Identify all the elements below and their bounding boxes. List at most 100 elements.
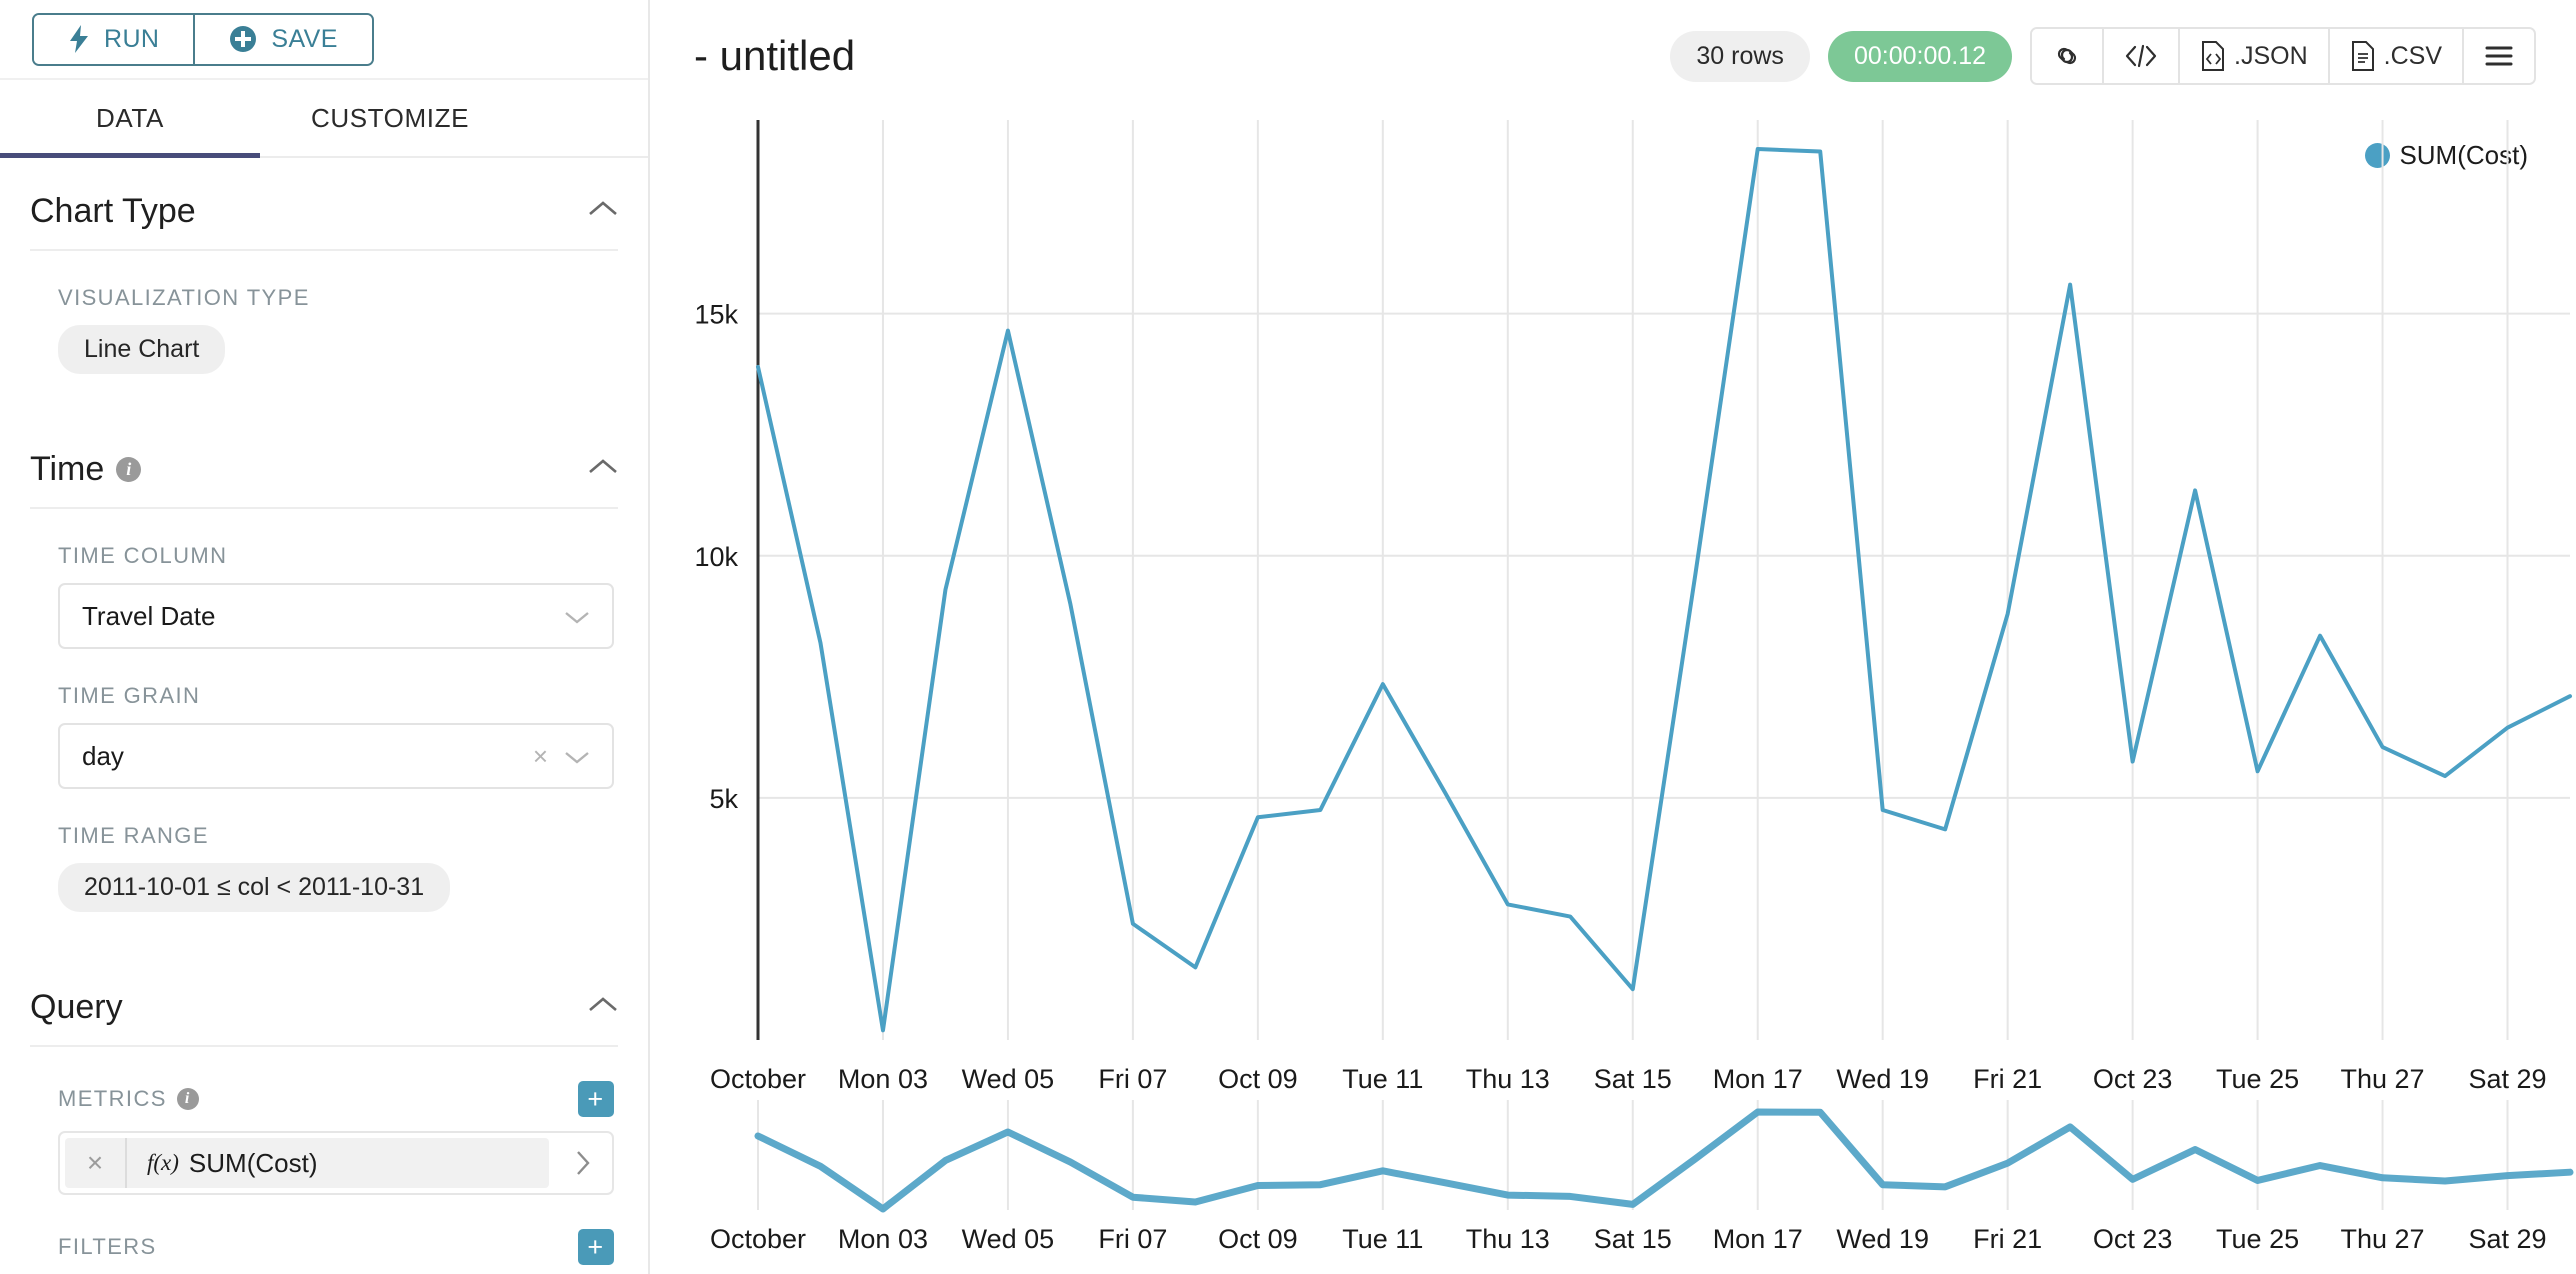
section-title-time: Time [30,450,105,488]
label-metrics: METRICS [58,1086,167,1111]
sidebar-tabs: DATA CUSTOMIZE [0,80,648,158]
function-icon: f(x) [147,1150,179,1175]
metric-label-wrap: f(x) SUM(Cost) [127,1148,317,1179]
series-line-sum-cost [756,147,2572,1033]
chevron-down-icon[interactable] [564,601,590,632]
brush-x-tick-label: Mon 03 [838,1224,928,1254]
x-tick-label: Thu 13 [1466,1064,1550,1094]
field-time-column: TIME COLUMN Travel Date [30,543,618,649]
brush-x-tick-label: Oct 09 [1218,1224,1298,1254]
x-tick-label: Fri 21 [1973,1064,2042,1094]
hamburger-icon[interactable] [2462,29,2534,83]
section-header-time[interactable]: Time i [30,416,618,509]
x-tick-label: October [710,1064,806,1094]
query-duration-badge: 00:00:00.12 [1827,30,2013,82]
label-visualization-type: VISUALIZATION TYPE [58,285,310,310]
line-chart-svg[interactable]: 5k 10k 15k October Mon 03 Wed 05 Fri 07 Oct 09 T… [650,112,2576,1274]
section-header-query[interactable]: Query [30,954,618,1047]
brush-x-tick-label: Fri 21 [1973,1224,2042,1254]
time-column-select[interactable]: Travel Date [58,583,614,649]
chart-canvas: 5k 10k 15k October Mon 03 Wed 05 Fri 07 Oct 09 T… [650,112,2576,1274]
x-tick-label: Tue 25 [2216,1064,2299,1094]
x-tick-label: Fri 07 [1098,1064,1167,1094]
x-tick-label: Wed 19 [1836,1064,1929,1094]
json-file-icon[interactable]: .JSON [2178,29,2328,83]
run-button[interactable]: RUN [34,14,194,64]
add-metric-button[interactable]: + [578,1081,614,1117]
x-tick-label: Mon 03 [838,1064,928,1094]
plus-circle-icon [229,25,257,53]
brush-x-tick-label: Wed 05 [962,1224,1055,1254]
section-title-chart-type: Chart Type [30,192,196,230]
brush-series-line [754,1108,2574,1213]
field-metrics: METRICS i + × f(x) SUM(Cost) [30,1081,618,1195]
label-metrics-row: METRICS i + [58,1081,614,1117]
brush-x-tick-label: Wed 19 [1836,1224,1929,1254]
info-icon[interactable]: i [116,457,142,482]
chevron-up-icon[interactable] [588,996,618,1019]
lightning-icon [68,25,90,53]
metric-value: SUM(Cost) [188,1147,318,1178]
field-filters: FILTERS + [30,1229,618,1265]
brush-x-tick-label: Mon 17 [1713,1224,1803,1254]
csv-file-icon[interactable]: .CSV [2327,29,2462,83]
time-range-value[interactable]: 2011-10-01 ≤ col < 2011-10-31 [58,863,451,912]
tab-customize-label: CUSTOMIZE [310,102,470,133]
brush-x-tick-label: Tue 25 [2216,1224,2299,1254]
remove-metric-icon[interactable]: × [65,1138,127,1188]
code-icon[interactable] [2102,29,2179,83]
label-time-grain: TIME GRAIN [58,683,201,708]
chart-header-actions: 30 rows 00:00:00.12 .JSON .CSV [1670,27,2536,85]
metric-item[interactable]: × f(x) SUM(Cost) [58,1131,614,1195]
brush-x-tick-label: Thu 27 [2341,1224,2425,1254]
visualization-type-value[interactable]: Line Chart [58,325,226,374]
label-filters-row: FILTERS + [58,1229,614,1265]
chevron-up-icon[interactable] [588,458,618,481]
label-time-column: TIME COLUMN [58,543,228,568]
info-icon[interactable]: i [176,1088,199,1110]
label-time-range: TIME RANGE [58,823,209,848]
x-tick-label: Sat 15 [1594,1064,1672,1094]
field-visualization-type: VISUALIZATION TYPE Line Chart [30,285,618,374]
brush-x-tick-label: Sat 29 [2468,1224,2546,1254]
clear-icon[interactable]: × [532,740,548,771]
label-filters: FILTERS [58,1234,157,1259]
section-header-chart-type[interactable]: Chart Type [30,158,618,251]
chevron-right-icon[interactable] [554,1133,612,1193]
brush-x-tick-label: October [710,1224,806,1254]
add-filter-button[interactable]: + [578,1229,614,1265]
save-button[interactable]: SAVE [193,14,372,64]
chevron-up-icon[interactable] [588,200,618,223]
field-time-grain: TIME GRAIN day × [30,683,618,789]
x-tick-label: Tue 11 [1342,1064,1423,1094]
x-tick-label: Wed 05 [962,1064,1055,1094]
time-grain-select[interactable]: day × [58,723,614,789]
time-grain-value: day [82,740,124,771]
export-button-group: .JSON .CSV [2030,27,2536,85]
tab-customize[interactable]: CUSTOMIZE [260,80,520,156]
metric-chip[interactable]: × f(x) SUM(Cost) [65,1138,549,1188]
chart-header: - untitled 30 rows 00:00:00.12 .JSON [650,0,2576,112]
brush-x-tick-label: Thu 13 [1466,1224,1550,1254]
page-title[interactable]: - untitled [694,32,856,79]
legend-color-swatch [2365,143,2391,168]
x-tick-label: Oct 09 [1218,1064,1298,1094]
brush-x-tick-label: Tue 11 [1342,1224,1423,1254]
run-save-button-group: RUN SAVE [32,12,374,66]
control-panel: Chart Type VISUALIZATION TYPE Line Chart… [0,158,648,1265]
section-title-query: Query [30,988,123,1026]
brush-x-tick-label: Fri 07 [1098,1224,1167,1254]
x-tick-label: Sat 29 [2468,1064,2546,1094]
chevron-down-icon[interactable] [564,741,590,772]
x-tick-label: Thu 27 [2341,1064,2425,1094]
y-tick-label: 15k [694,300,738,330]
x-tick-label: Mon 17 [1713,1064,1803,1094]
y-tick-label: 5k [709,784,738,814]
tab-data[interactable]: DATA [0,80,260,158]
y-tick-label: 10k [694,542,738,572]
chart-main-area: - untitled 30 rows 00:00:00.12 .JSON [650,0,2576,1274]
save-button-label: SAVE [271,24,338,53]
link-icon[interactable] [2032,29,2103,83]
sidebar-action-bar: RUN SAVE [0,0,648,80]
run-button-label: RUN [104,24,160,53]
